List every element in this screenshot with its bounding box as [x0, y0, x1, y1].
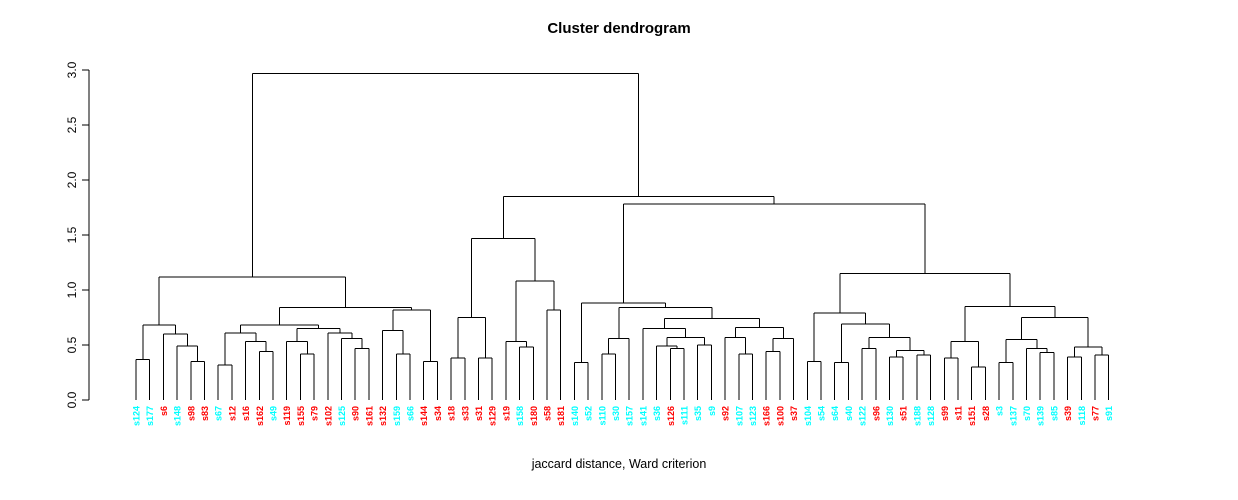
leaf-label: s98 — [186, 406, 196, 421]
leaf-label: s67 — [214, 406, 224, 421]
leaf-label: s52 — [584, 406, 594, 421]
leaf-label: s92 — [721, 406, 731, 421]
y-tick-label: 0.5 — [65, 336, 79, 353]
leaf-label: s39 — [1063, 406, 1073, 421]
leaf-label: s35 — [693, 406, 703, 421]
leaf-label: s157 — [625, 406, 635, 426]
leaf-label: s102 — [323, 406, 333, 426]
leaf-label: s91 — [1104, 406, 1114, 421]
y-tick-label: 0.0 — [65, 391, 79, 408]
leaf-label: s180 — [529, 406, 539, 426]
leaf-label: s181 — [556, 406, 566, 426]
leaf-label: s96 — [871, 406, 881, 421]
leaf-label: s123 — [748, 406, 758, 426]
leaf-label: s151 — [967, 406, 977, 426]
leaf-label: s99 — [940, 406, 950, 421]
leaf-label: s11 — [954, 406, 964, 421]
x-axis-label: jaccard distance, Ward criterion — [531, 457, 707, 471]
leaf-label: s33 — [460, 406, 470, 421]
leaf-label: s31 — [474, 406, 484, 421]
leaf-label: s148 — [173, 406, 183, 426]
leaf-label: s162 — [255, 406, 265, 426]
leaf-label: s141 — [638, 406, 648, 426]
leaf-label: s132 — [378, 406, 388, 426]
leaf-label: s155 — [296, 406, 306, 426]
leaf-label: s49 — [269, 406, 279, 421]
chart-title: Cluster dendrogram — [547, 20, 691, 37]
leaf-label: s104 — [803, 406, 813, 426]
leaf-label: s159 — [392, 406, 402, 426]
leaf-label: s177 — [145, 406, 155, 426]
y-tick-label: 2.0 — [65, 171, 79, 188]
leaf-label: s79 — [310, 406, 320, 421]
leaf-label: s12 — [227, 406, 237, 421]
leaf-label: s83 — [200, 406, 210, 421]
leaf-label: s130 — [885, 406, 895, 426]
leaf-label: s18 — [447, 406, 457, 421]
leaf-label: s137 — [1008, 406, 1018, 426]
leaf-label: s19 — [501, 406, 511, 421]
leaf-label: s118 — [1077, 406, 1087, 426]
leaf-label: s28 — [981, 406, 991, 421]
y-tick-label: 3.0 — [65, 61, 79, 78]
leaf-label: s30 — [611, 406, 621, 421]
leaf-label: s34 — [433, 406, 443, 421]
leaf-label: s126 — [666, 406, 676, 426]
leaf-label: s64 — [830, 406, 840, 421]
leaf-label: s51 — [899, 406, 909, 421]
y-tick-label: 1.5 — [65, 226, 79, 243]
leaf-label: s158 — [515, 406, 525, 426]
leaf-label: s77 — [1091, 406, 1101, 421]
leaf-label: s122 — [858, 406, 868, 426]
leaf-label: s119 — [282, 406, 292, 426]
leaf-label: s140 — [570, 406, 580, 426]
leaf-label: s70 — [1022, 406, 1032, 421]
y-tick-label: 2.5 — [65, 116, 79, 133]
leaf-label: s3 — [995, 406, 1005, 416]
leaf-label: s90 — [351, 406, 361, 421]
leaf-label: s36 — [652, 406, 662, 421]
y-tick-label: 1.0 — [65, 281, 79, 298]
leaf-label: s125 — [337, 406, 347, 426]
leaf-label: s128 — [926, 406, 936, 426]
leaf-label: s144 — [419, 406, 429, 426]
leaf-label: s37 — [789, 406, 799, 421]
leaf-label: s40 — [844, 406, 854, 421]
leaf-label: s85 — [1049, 406, 1059, 421]
leaf-label: s100 — [775, 406, 785, 426]
leaf-label: s110 — [597, 406, 607, 426]
leaf-label: s58 — [543, 406, 553, 421]
leaf-label: s66 — [406, 406, 416, 421]
leaf-label: s111 — [680, 406, 690, 425]
leaf-label: s16 — [241, 406, 251, 421]
leaf-label: s161 — [364, 406, 374, 426]
leaf-label: s107 — [734, 406, 744, 426]
leaf-label: s124 — [132, 406, 142, 426]
leaf-label: s6 — [159, 406, 169, 416]
leaf-label: s9 — [707, 406, 717, 416]
leaf-label: s129 — [488, 406, 498, 426]
leaf-label: s188 — [912, 406, 922, 426]
leaf-label: s139 — [1036, 406, 1046, 426]
leaf-label: s54 — [817, 406, 827, 421]
leaf-label: s166 — [762, 406, 772, 426]
